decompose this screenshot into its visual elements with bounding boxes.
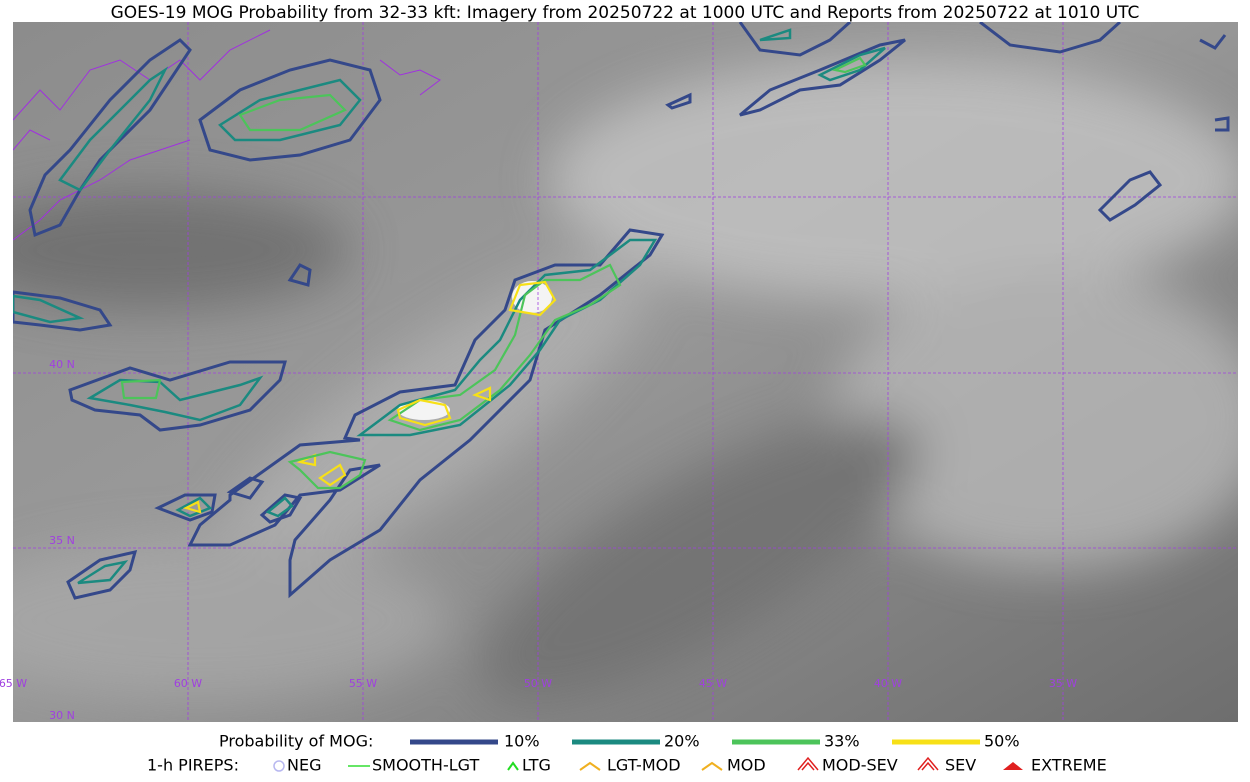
lon-label: 65 W <box>0 677 27 690</box>
legend-item: LTG <box>522 756 551 775</box>
lat-label: 40 N <box>49 358 75 371</box>
legend-item: 50% <box>984 732 1020 751</box>
legend-symbol <box>917 756 939 771</box>
legend-item: 20% <box>664 732 700 751</box>
lon-label: 50 W <box>524 677 552 690</box>
lon-label: 35 W <box>1049 677 1077 690</box>
legend-item: EXTREME <box>1031 756 1107 775</box>
legend-item: MOD <box>727 756 766 775</box>
legend-symbol <box>507 761 519 771</box>
legend-symbol <box>1003 762 1023 770</box>
legend-item: MOD-SEV <box>822 756 898 775</box>
contours <box>13 22 1230 600</box>
map <box>13 22 1238 722</box>
legend-item: LGT-MOD <box>607 756 681 775</box>
lon-label: 45 W <box>699 677 727 690</box>
legend-symbol <box>701 761 723 771</box>
legend-item: 33% <box>824 732 860 751</box>
legend-symbol <box>579 761 601 771</box>
legend-item: SEV <box>945 756 976 775</box>
legend-label: 1-h PIREPS: <box>147 756 239 775</box>
grid <box>13 22 1238 722</box>
legend-symbol <box>797 756 819 771</box>
legend-probability: Probability of MOG: 10% 20% 33% 50% <box>219 732 1020 751</box>
lat-label: 30 N <box>49 709 75 722</box>
legend-item: 10% <box>504 732 540 751</box>
legend-symbol <box>273 760 285 772</box>
legend-item: NEG <box>287 756 321 775</box>
legend-pireps: 1-h PIREPS: NEG SMOOTH-LGT LTG LGT-MOD M… <box>147 756 1107 775</box>
title: GOES-19 MOG Probability from 32-33 kft: … <box>111 3 1140 23</box>
lon-label: 55 W <box>349 677 377 690</box>
legend-label: Probability of MOG: <box>219 732 373 751</box>
lon-label: 40 W <box>874 677 902 690</box>
lon-label: 60 W <box>174 677 202 690</box>
lon-labels: 65 W 60 W 55 W 50 W 45 W 40 W 35 W 40 N … <box>0 358 1077 722</box>
lat-label: 35 N <box>49 534 75 547</box>
legend-item: SMOOTH-LGT <box>372 756 479 775</box>
